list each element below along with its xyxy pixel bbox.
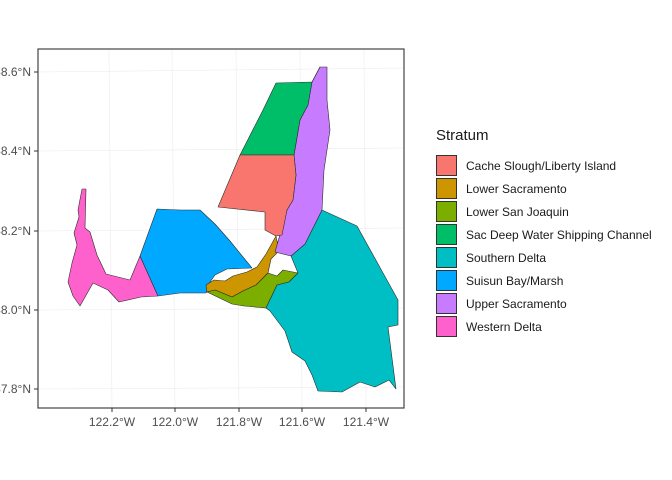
legend-label: Western Delta (466, 319, 542, 334)
region-sac-deep-water-shipping-channel (239, 66, 321, 156)
legend-label: Sac Deep Water Shipping Channel (466, 227, 652, 242)
y-axis-labels: 38.6°N 38.4°N 38.2°N 38.0°N 37.8°N (0, 65, 31, 396)
y-tick-label: 38.0°N (0, 303, 31, 317)
legend: Stratum Cache Slough/Liberty Island Lower… (436, 127, 652, 338)
x-tick-label: 122.0°W (152, 415, 199, 429)
y-tick-label: 38.6°N (0, 65, 31, 79)
legend-label: Cache Slough/Liberty Island (466, 158, 617, 173)
axes: 38.6°N 38.4°N 38.2°N 38.0°N 37.8°N 122.2… (0, 48, 405, 429)
region-western-delta (67, 188, 159, 307)
x-tick-label: 121.6°W (279, 415, 326, 429)
legend-label: Southern Delta (466, 250, 547, 265)
legend-label: Lower Sacramento (466, 181, 567, 196)
x-tick-label: 121.4°W (343, 415, 390, 429)
y-tick-label: 38.2°N (0, 224, 31, 238)
region-lower-san-joaquin (206, 269, 299, 309)
legend-key-swatch (436, 178, 457, 199)
legend-key-swatch (436, 155, 457, 176)
legend-key-swatch (436, 270, 457, 291)
region-suisun-bay-marsh (139, 208, 253, 297)
y-tick-label: 37.8°N (0, 382, 31, 396)
y-tick-label: 38.4°N (0, 144, 31, 158)
legend-key-swatch (436, 316, 457, 337)
region-cache-slough-liberty-island (217, 154, 297, 237)
legend-key-swatch (436, 224, 457, 245)
legend-item: Cache Slough/Liberty Island (436, 154, 652, 177)
x-tick-label: 121.8°W (216, 415, 263, 429)
panel-border (37, 48, 405, 409)
x-axis-labels: 122.2°W 122.0°W 121.8°W 121.6°W 121.4°W (89, 415, 390, 429)
legend-title: Stratum (436, 127, 489, 144)
legend-key-swatch (436, 201, 457, 222)
legend-key-swatch (436, 293, 457, 314)
legend-label: Suisun Bay/Marsh (466, 273, 564, 288)
legend-item: Lower San Joaquin (436, 200, 652, 223)
legend-label: Lower San Joaquin (466, 204, 569, 219)
x-tick-label: 122.2°W (89, 415, 136, 429)
legend-label: Upper Sacramento (466, 296, 567, 311)
legend-item: Southern Delta (436, 246, 652, 269)
legend-item: Upper Sacramento (436, 292, 652, 315)
legend-items: Cache Slough/Liberty Island Lower Sacrame… (436, 154, 652, 338)
region-southern-delta (265, 209, 399, 393)
legend-item: Western Delta (436, 315, 652, 338)
legend-item: Lower Sacramento (436, 177, 652, 200)
legend-item: Suisun Bay/Marsh (436, 269, 652, 292)
legend-key-swatch (436, 247, 457, 268)
legend-item: Sac Deep Water Shipping Channel (436, 223, 652, 246)
